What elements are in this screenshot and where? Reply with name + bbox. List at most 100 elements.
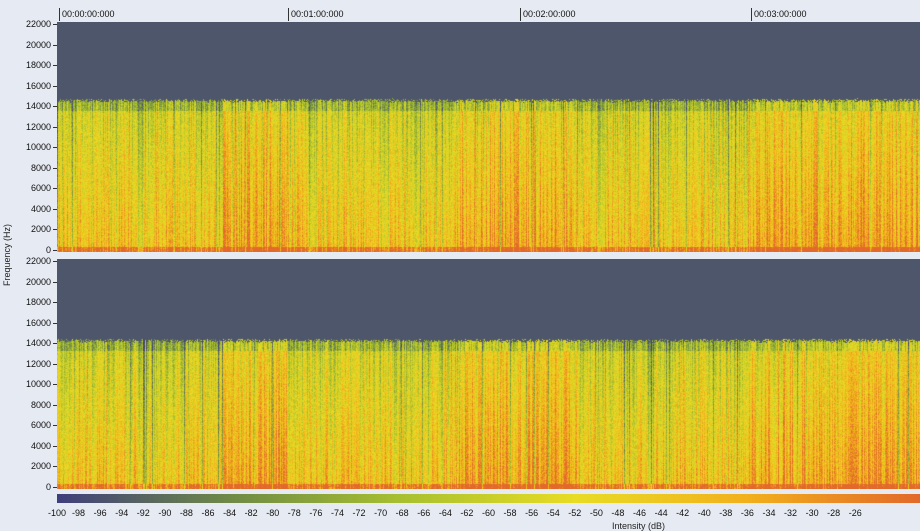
colorbar-tick-label: -30 — [805, 508, 819, 518]
y-tick-mark — [53, 44, 57, 46]
colorbar-tick-label: -42 — [676, 508, 690, 518]
colorbar-tick-label: -76 — [309, 508, 323, 518]
y-tick-mark — [53, 167, 57, 169]
spectrogram-channel-2[interactable] — [57, 259, 920, 489]
y-tick-mark — [53, 250, 57, 251]
y-tick-label: 22000 — [25, 19, 51, 29]
colorbar-tick-label: -34 — [762, 508, 776, 518]
colorbar-tick-label: -28 — [827, 508, 841, 518]
y-tick-label: 20000 — [25, 39, 51, 50]
colorbar-tick-label: -60 — [481, 508, 496, 518]
colorbar-tick-label: -64 — [438, 508, 452, 518]
y-axis-top: 0 2000 4000 6000 8000 10000 12000 14000 16000 180… — [0, 19, 57, 255]
y-tick-label: 8000 — [30, 162, 51, 173]
y-tick-mark — [53, 384, 57, 386]
y-tick-label: 12000 — [25, 358, 51, 369]
y-tick-mark — [53, 24, 57, 25]
colorbar-tick-label: -58 — [503, 508, 517, 518]
y-tick-label: 6000 — [30, 420, 51, 431]
colorbar-tick-label: -66 — [417, 508, 431, 518]
time-tick-2 — [520, 8, 521, 21]
y-tick-label: 14000 — [25, 101, 51, 112]
y-tick-label: 14000 — [25, 338, 51, 349]
colorbar-tick-label: -86 — [201, 508, 215, 518]
spectrogram-channel-1[interactable] — [57, 22, 920, 252]
y-tick-label: 6000 — [30, 183, 51, 194]
time-tick-label: 00:00:00:000 — [62, 9, 115, 19]
y-tick-mark — [53, 188, 57, 190]
colorbar-tick-label: -32 — [784, 508, 798, 518]
y-axis-title: Frequency (Hz) — [2, 224, 12, 287]
colorbar-tick-label: -90 — [158, 508, 172, 518]
colorbar-tick-label: -92 — [136, 508, 150, 518]
y-tick-label: 4000 — [30, 440, 51, 451]
time-tick-1 — [288, 8, 289, 21]
colorbar-tick-label: -48 — [611, 508, 625, 518]
y-tick-mark — [53, 466, 57, 468]
colorbar-tick-label: -74 — [330, 508, 344, 518]
colorbar-tick-label: -46 — [633, 508, 647, 518]
y-tick-mark — [53, 445, 57, 447]
y-tick-mark — [53, 404, 57, 406]
y-tick-label: 10000 — [25, 379, 51, 390]
y-tick-mark — [53, 126, 57, 128]
y-tick-label: 20000 — [25, 276, 51, 287]
colorbar-tick-label: -68 — [395, 508, 409, 518]
y-axis-bottom: 0 2000 4000 6000 8000 10000 12000 14000 16000 180… — [0, 256, 57, 492]
colorbar-tick-label: -44 — [654, 508, 668, 518]
y-tick-label: 18000 — [25, 297, 51, 308]
y-tick-mark — [53, 261, 57, 262]
y-tick-mark — [53, 302, 57, 304]
colorbar-tick-label: -26 — [848, 508, 862, 518]
colorbar-title: Intensity (dB) — [612, 521, 666, 531]
colorbar-tick-label: -94 — [115, 508, 129, 518]
y-tick-mark — [53, 208, 57, 210]
y-tick-mark — [53, 487, 57, 488]
colorbar-tick-label: -88 — [179, 508, 193, 518]
colorbar — [57, 494, 920, 503]
y-tick-label: 4000 — [30, 203, 51, 214]
colorbar-tick-label: -38 — [719, 508, 733, 518]
time-ruler: 00:00:00:000 00:01:00:000 00:02:00:000 00:0… — [57, 8, 920, 21]
colorbar-tick-label: -100 — [47, 508, 67, 518]
y-tick-label: 18000 — [25, 60, 51, 71]
y-tick-label: 12000 — [25, 121, 51, 132]
colorbar-tick-label: -98 — [72, 508, 86, 518]
colorbar-tick-label: -50 — [589, 508, 603, 518]
y-tick-mark — [53, 229, 57, 231]
colorbar-tick-label: -62 — [460, 508, 474, 518]
y-tick-label: 2000 — [30, 461, 51, 472]
y-tick-mark — [53, 106, 57, 108]
colorbar-tick-label: -84 — [223, 508, 237, 518]
y-tick-mark — [53, 147, 57, 149]
colorbar-ticks: -100 -98 -96 -94 -92 -90 -88 -86 -84 -82 -80 -78 -76… — [0, 508, 920, 520]
y-tick-mark — [53, 343, 57, 345]
y-tick-label: 0 — [45, 482, 51, 492]
colorbar-tick-label: -78 — [287, 508, 301, 518]
colorbar-tick-label: -70 — [374, 508, 388, 518]
colorbar-tick-label: -96 — [93, 508, 107, 518]
y-tick-label: 16000 — [25, 317, 51, 328]
y-tick-label: 22000 — [25, 256, 51, 266]
y-tick-mark — [53, 425, 57, 427]
colorbar-tick-label: -40 — [697, 508, 711, 518]
y-tick-mark — [53, 322, 57, 324]
y-tick-mark — [53, 281, 57, 283]
y-tick-mark — [53, 363, 57, 365]
y-tick-mark — [53, 85, 57, 87]
colorbar-tick-label: -72 — [352, 508, 366, 518]
time-tick-0 — [59, 8, 60, 21]
colorbar-tick-label: -54 — [546, 508, 560, 518]
colorbar-tick-label: -56 — [525, 508, 539, 518]
y-tick-label: 16000 — [25, 80, 51, 91]
colorbar-tick-label: -82 — [244, 508, 258, 518]
time-tick-label: 00:02:00:000 — [523, 9, 576, 19]
time-tick-3 — [751, 8, 752, 21]
colorbar-tick-label: -52 — [568, 508, 582, 518]
y-tick-label: 0 — [45, 245, 51, 255]
colorbar-tick-label: -36 — [740, 508, 754, 518]
y-tick-label: 8000 — [30, 399, 51, 410]
colorbar-tick-label: -80 — [266, 508, 280, 518]
time-tick-label: 00:03:00:000 — [754, 9, 807, 19]
y-tick-mark — [53, 65, 57, 67]
